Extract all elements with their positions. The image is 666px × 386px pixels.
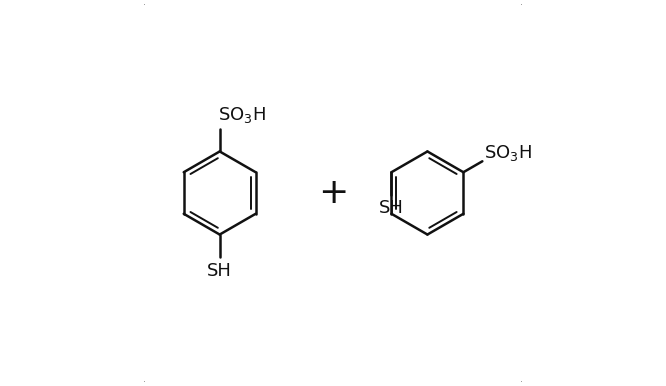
Text: +: + — [318, 176, 348, 210]
Text: SO$_3$H: SO$_3$H — [484, 143, 532, 163]
Text: SH: SH — [379, 200, 404, 217]
Text: SO$_3$H: SO$_3$H — [218, 105, 266, 125]
Text: SH: SH — [207, 262, 232, 280]
FancyBboxPatch shape — [141, 0, 525, 386]
